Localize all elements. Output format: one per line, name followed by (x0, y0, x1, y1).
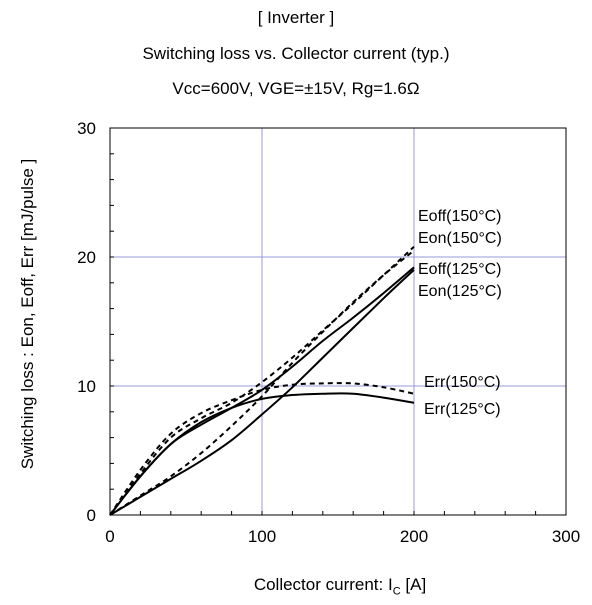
y-axis-label: Switching loss : Eon, Eoff, Err [mJ/puls… (18, 158, 37, 470)
series-label-4: Err(150°C) (424, 374, 501, 391)
series-label-5: Err(125°C) (424, 401, 501, 418)
y-tick-label-0: 0 (87, 506, 96, 525)
x-tick-label-0: 0 (105, 527, 114, 546)
series-label-3: Eon(125°C) (418, 283, 502, 300)
y-tick-label-3: 30 (77, 119, 96, 138)
series-line-eon-150-c (109, 249, 415, 516)
plot-frame (109, 127, 567, 516)
x-tick-label-1: 100 (248, 527, 276, 546)
series-line-eoff-150-c (109, 245, 415, 516)
series-label-0: Eoff(150°C) (418, 208, 501, 225)
y-tick-label-1: 10 (77, 377, 96, 396)
x-tick-label-3: 300 (552, 527, 580, 546)
chart-title: [ Inverter ] (257, 8, 335, 27)
x-axis-label: Collector current: IC [A] (253, 575, 427, 598)
x-tick-label-2: 200 (400, 527, 428, 546)
series-line-err-125-c (109, 392, 415, 516)
chart-conditions: Vcc=600V, VGE=±15V, Rg=1.6Ω (172, 79, 420, 98)
series-label-1: Eon(150°C) (418, 230, 502, 247)
chart-subtitle: Switching loss vs. Collector current (ty… (142, 44, 450, 63)
y-tick-label-2: 20 (77, 248, 96, 267)
series-line-eon-125-c (109, 269, 415, 516)
series-label-2: Eoff(125°C) (418, 261, 501, 278)
